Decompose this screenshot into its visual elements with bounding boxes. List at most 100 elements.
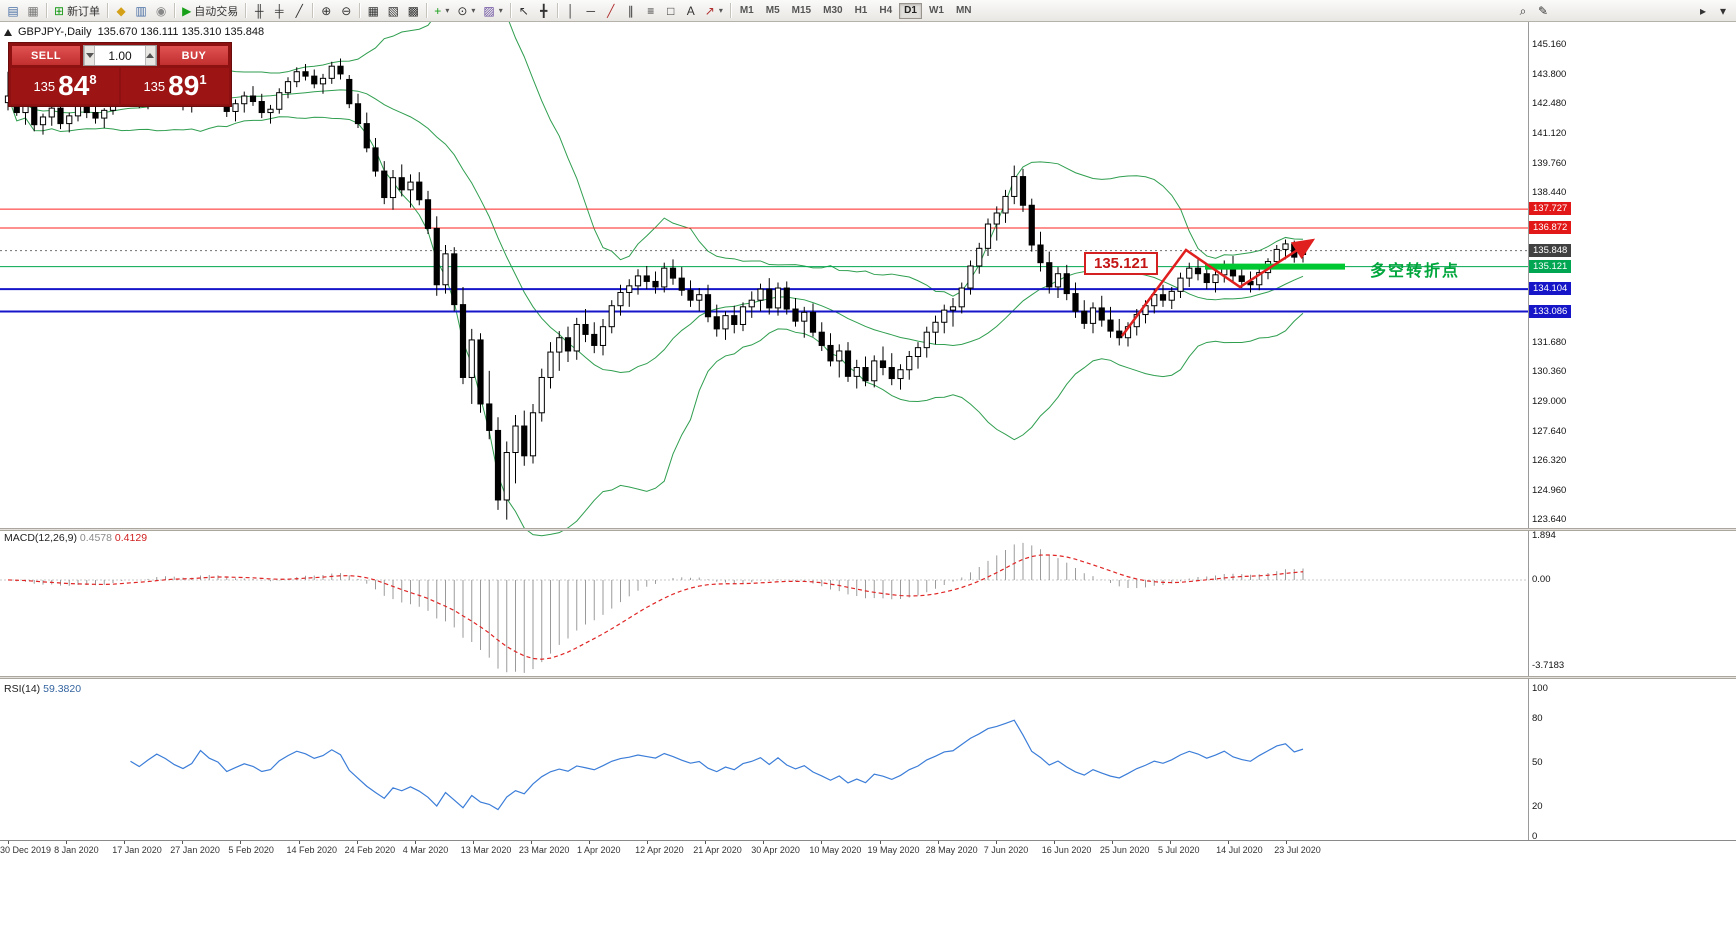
zoom-out-button[interactable]: ⊖ bbox=[336, 1, 356, 20]
date-tick bbox=[530, 841, 532, 844]
menu-down-button[interactable]: ▾ bbox=[1713, 1, 1733, 20]
tile-windows-button[interactable]: ▦ bbox=[363, 1, 383, 20]
new-order-button-label: 新订单 bbox=[67, 5, 101, 18]
channel-button[interactable]: ∥ bbox=[621, 1, 641, 20]
date-label: 30 Dec 2019 bbox=[0, 845, 52, 855]
toolbar-separator bbox=[46, 3, 47, 18]
toolbar-separator bbox=[107, 3, 109, 18]
arrow-tools-icon: ↗ bbox=[704, 3, 715, 18]
scroll-end-button[interactable]: ▸ bbox=[1693, 1, 1713, 20]
pencil-button[interactable]: ✎ bbox=[1533, 1, 1553, 20]
ohlc-values: 135.670 136.111 135.310 135.848 bbox=[97, 26, 265, 38]
line-chart-icon: ╱ bbox=[295, 3, 303, 18]
price-annotation-label[interactable]: 135.121 bbox=[1084, 252, 1159, 275]
date-label: 13 Mar 2020 bbox=[460, 845, 512, 855]
sell-button[interactable]: SELL bbox=[11, 45, 81, 66]
timeframe-m1-button[interactable]: M1 bbox=[739, 5, 754, 16]
navigator-button[interactable]: ◉ bbox=[151, 1, 171, 20]
buy-price[interactable]: 135 89 1 bbox=[121, 68, 229, 104]
date-label: 17 Jan 2020 bbox=[112, 845, 162, 855]
toolbar-separator bbox=[556, 3, 558, 18]
timeframe-mn-button[interactable]: MN bbox=[955, 5, 972, 16]
date-label: 5 Feb 2020 bbox=[228, 845, 274, 855]
sell-price[interactable]: 135 84 8 bbox=[11, 68, 119, 104]
fibonacci-button[interactable]: ≡ bbox=[641, 1, 661, 20]
pane-separator-rsi[interactable] bbox=[0, 676, 1736, 679]
templates-button[interactable]: ▨ ▾ bbox=[479, 1, 506, 20]
zoom-out-icon: ⊖ bbox=[341, 3, 352, 18]
indicators-button[interactable]: + ▾ bbox=[430, 1, 453, 20]
toolbar-separator bbox=[312, 3, 314, 18]
data-window-button[interactable]: ▥ bbox=[131, 1, 151, 20]
text-button[interactable]: A bbox=[681, 1, 701, 20]
crosshair-button[interactable]: ╋ bbox=[534, 1, 554, 20]
candlestick-icon: ╪ bbox=[275, 3, 284, 18]
price-scale-label: 126.320 bbox=[1532, 454, 1567, 466]
one-click-trade-panel: SELL BUY 135 84 8 135 89 1 bbox=[8, 42, 232, 107]
volume-input[interactable] bbox=[95, 46, 145, 65]
collapse-trade-panel-icon[interactable] bbox=[4, 28, 12, 36]
bar-chart-button[interactable]: ╫ bbox=[249, 1, 269, 20]
volume-up-button[interactable] bbox=[144, 46, 156, 65]
timeframe-m5-button[interactable]: M5 bbox=[765, 5, 780, 16]
price-scale-label: 143.800 bbox=[1532, 69, 1567, 81]
date-label: 14 Feb 2020 bbox=[286, 845, 338, 855]
arrange-windows-button[interactable]: ▩ bbox=[403, 1, 423, 20]
market-watch-button[interactable]: ◆ bbox=[111, 1, 131, 20]
fibonacci-icon: ≡ bbox=[647, 3, 655, 18]
shapes-button[interactable]: □ bbox=[661, 1, 681, 20]
line-chart-button[interactable]: ╱ bbox=[289, 1, 309, 20]
volume-down-button[interactable] bbox=[84, 46, 96, 65]
rsi-scale-label: 20 bbox=[1532, 801, 1543, 813]
cursor-icon: ↖ bbox=[518, 3, 529, 18]
periods-icon: ⊙ bbox=[457, 3, 468, 18]
vertical-line-button[interactable]: │ bbox=[561, 1, 581, 20]
auto-trading-button[interactable]: ▶ 自动交易 bbox=[178, 1, 242, 20]
date-label: 14 Jul 2020 bbox=[1216, 845, 1263, 855]
search-button[interactable]: ⌕ bbox=[1513, 1, 1533, 20]
search-icon: ⌕ bbox=[1519, 3, 1527, 18]
timeframe-h1-button[interactable]: H1 bbox=[854, 5, 868, 16]
cascade-windows-button[interactable]: ▧ bbox=[383, 1, 403, 20]
profile-button[interactable]: ▦ bbox=[23, 1, 43, 20]
pane-separator-macd[interactable] bbox=[0, 528, 1736, 531]
date-label: 19 May 2020 bbox=[867, 845, 920, 855]
market-watch-icon: ◆ bbox=[116, 3, 126, 18]
periods-button[interactable]: ⊙ ▾ bbox=[453, 1, 479, 20]
price-scale-label: 124.960 bbox=[1532, 484, 1567, 496]
zoom-in-icon: ⊕ bbox=[321, 3, 332, 18]
note-annotation[interactable]: 多空转折点 bbox=[1370, 263, 1461, 280]
toolbar-separator bbox=[174, 3, 176, 18]
buy-button[interactable]: BUY bbox=[159, 45, 229, 66]
new-order-button[interactable]: ⊞ 新订单 bbox=[50, 1, 104, 20]
date-tick bbox=[705, 841, 707, 844]
bar-chart-icon: ╫ bbox=[255, 3, 264, 18]
toolbar-separator bbox=[426, 3, 428, 18]
date-label: 27 Jan 2020 bbox=[170, 845, 220, 855]
timeframe-d1-button[interactable]: D1 bbox=[899, 2, 922, 19]
chart-window-button[interactable]: ▤ bbox=[3, 1, 23, 20]
date-tick bbox=[589, 841, 590, 844]
candlestick-button[interactable]: ╪ bbox=[269, 1, 289, 20]
data-window-icon: ▥ bbox=[135, 3, 147, 18]
date-tick bbox=[1111, 841, 1113, 844]
timeframe-m15-button[interactable]: M15 bbox=[791, 5, 812, 16]
date-label: 1 Apr 2020 bbox=[577, 845, 621, 855]
cursor-button[interactable]: ↖ bbox=[514, 1, 534, 20]
horizontal-line-button[interactable]: ─ bbox=[581, 1, 601, 20]
timeframe-m30-button[interactable]: M30 bbox=[823, 5, 843, 16]
zoom-in-button[interactable]: ⊕ bbox=[316, 1, 336, 20]
toolbar-separator bbox=[509, 3, 511, 18]
arrange-windows-icon: ▩ bbox=[407, 3, 419, 18]
timeframe-w1-button[interactable]: W1 bbox=[928, 5, 944, 16]
price-chart-canvas[interactable] bbox=[0, 22, 1736, 943]
timeframe-h4-button[interactable]: H4 bbox=[879, 5, 893, 16]
rsi-indicator-label: RSI(14) 59.3820 bbox=[4, 683, 82, 695]
arrow-tools-button[interactable]: ↗ ▾ bbox=[701, 1, 727, 20]
scroll-end-icon: ▸ bbox=[1699, 3, 1707, 18]
macd-scale-label: 1.894 bbox=[1532, 530, 1556, 542]
macd-indicator-label: MACD(12,26,9) 0.4578 0.4129 bbox=[4, 532, 148, 544]
trendline-button[interactable]: ╱ bbox=[601, 1, 621, 20]
date-tick bbox=[298, 841, 300, 844]
